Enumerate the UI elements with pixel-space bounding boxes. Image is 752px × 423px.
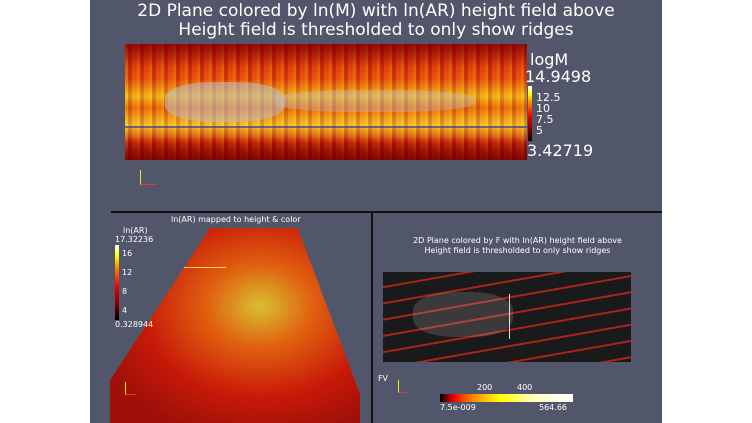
title-line-1: 2D Plane colored by ln(M) with ln(AR) he… <box>137 1 615 21</box>
probe-line <box>168 267 226 268</box>
lnar-colorbar-title: ln(AR) <box>123 226 148 235</box>
fv-colorbar-min: 7.5e-009 <box>440 403 476 412</box>
f-plane-plot[interactable] <box>383 272 631 362</box>
bottom-right-title: 2D Plane colored by F with ln(AR) height… <box>413 236 622 255</box>
logm-colorbar-max: 14.9498 <box>525 67 592 86</box>
orientation-axes-icon <box>125 382 136 395</box>
orientation-axes-icon <box>140 170 157 185</box>
fv-tick-400: 400 <box>517 383 533 392</box>
title-line-2: Height field is thresholded to only show… <box>178 20 574 40</box>
lnar-colorbar-max: 17.32236 <box>115 235 154 244</box>
top-title: 2D Plane colored by ln(M) with ln(AR) he… <box>90 2 662 40</box>
lnar-colorbar-ticks: 16 12 8 4 <box>122 249 133 315</box>
top-plane-plot[interactable] <box>125 44 527 160</box>
fv-colorbar <box>440 394 573 402</box>
ridge-overlay <box>413 292 513 337</box>
logm-colorbar <box>528 86 532 141</box>
logm-colorbar-ticks: 12.5 10 7.5 5 <box>536 91 561 137</box>
orientation-axes-icon <box>398 380 407 393</box>
logm-colorbar-min: 3.42719 <box>527 141 594 160</box>
logm-colorbar-title: logM <box>530 50 569 69</box>
lnar-colorbar <box>115 245 119 320</box>
probe-line <box>509 294 510 339</box>
bottom-left-title: ln(AR) mapped to height & color <box>171 215 301 224</box>
fv-colorbar-title: FV <box>377 374 389 383</box>
lnar-colorbar-min: 0.328944 <box>115 320 154 329</box>
view-divider-vertical[interactable] <box>371 213 373 423</box>
view-divider-horizontal[interactable] <box>111 211 662 213</box>
ridge-overlay <box>165 82 285 122</box>
fv-tick-200: 200 <box>477 383 493 392</box>
ridge-overlay <box>275 90 475 112</box>
fv-colorbar-max: 564.66 <box>539 403 567 412</box>
render-view[interactable]: 2D Plane colored by ln(M) with ln(AR) he… <box>90 0 662 423</box>
ridge-line <box>125 126 527 128</box>
